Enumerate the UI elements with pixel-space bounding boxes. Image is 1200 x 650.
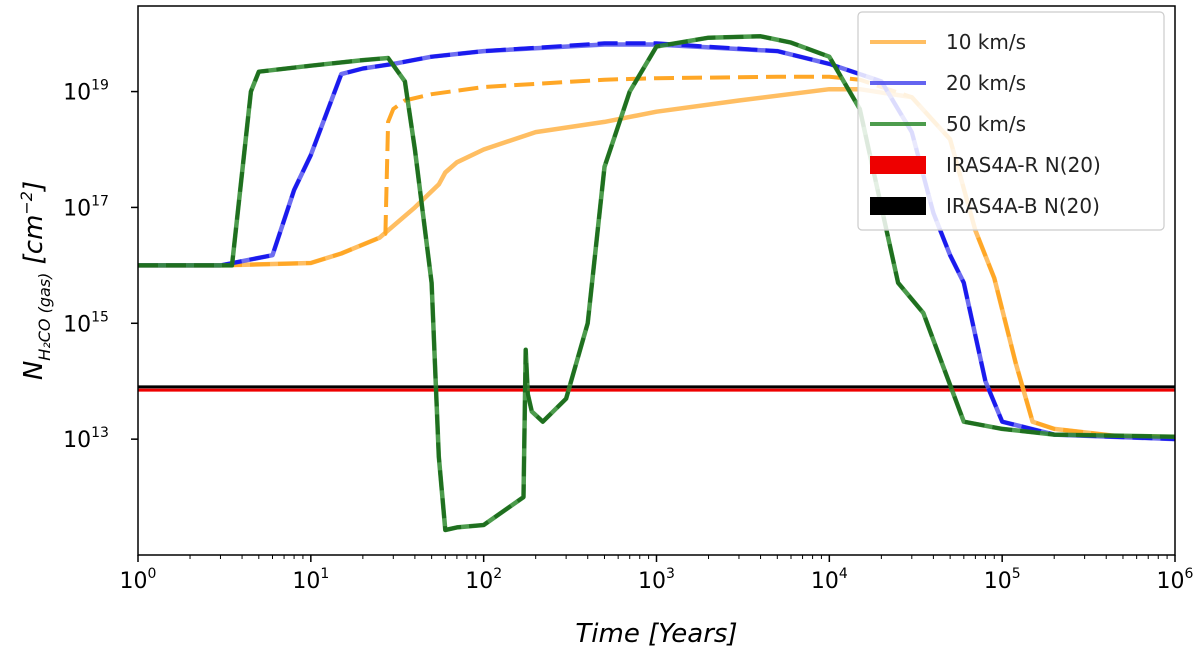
y-tick-label: 1019 bbox=[63, 78, 109, 106]
x-tick-label: 105 bbox=[984, 566, 1021, 594]
x-tick-label: 103 bbox=[638, 566, 675, 594]
x-tick-label: 100 bbox=[120, 566, 157, 594]
legend: 10 km/s 20 km/s 50 km/s IRAS4A-R N(20) IRAS4… bbox=[857, 11, 1165, 231]
y-axis-label: NH₂CO (gas) [cm−2] bbox=[17, 181, 54, 380]
x-tick-label: 102 bbox=[465, 566, 502, 594]
series-line-50-dashed bbox=[138, 34, 1175, 532]
series-line-1 bbox=[138, 74, 1175, 439]
legend-label-iras4a-b-n-20-: IRAS4A-B N(20) bbox=[946, 194, 1100, 218]
legend-label-iras4a-r-n-20-: IRAS4A-R N(20) bbox=[946, 153, 1101, 177]
legend-swatch-iras4a-r-n-20- bbox=[870, 156, 926, 174]
legend-label-20-km-s: 20 km/s bbox=[946, 71, 1026, 95]
y-tick-label: 1015 bbox=[63, 309, 109, 337]
axes: 100 101 102 103 104 105 106 1013 1015 1017 1019 bbox=[63, 5, 1194, 594]
legend-label-50-km-s: 50 km/s bbox=[946, 112, 1026, 136]
series-line-3 bbox=[138, 41, 1175, 442]
plot-area bbox=[138, 34, 1175, 533]
y-tick-label: 1013 bbox=[63, 425, 109, 453]
x-tick-label: 101 bbox=[292, 566, 329, 594]
x-tick-label: 104 bbox=[811, 566, 848, 594]
legend-swatch-iras4a-b-n-20- bbox=[870, 197, 926, 215]
x-axis-label: Time [Years] bbox=[575, 619, 737, 649]
y-tick-label: 1017 bbox=[63, 193, 109, 221]
x-tick-label: 106 bbox=[1157, 566, 1194, 594]
legend-label-10-km-s: 10 km/s bbox=[946, 30, 1026, 54]
legend-box bbox=[857, 11, 1165, 231]
